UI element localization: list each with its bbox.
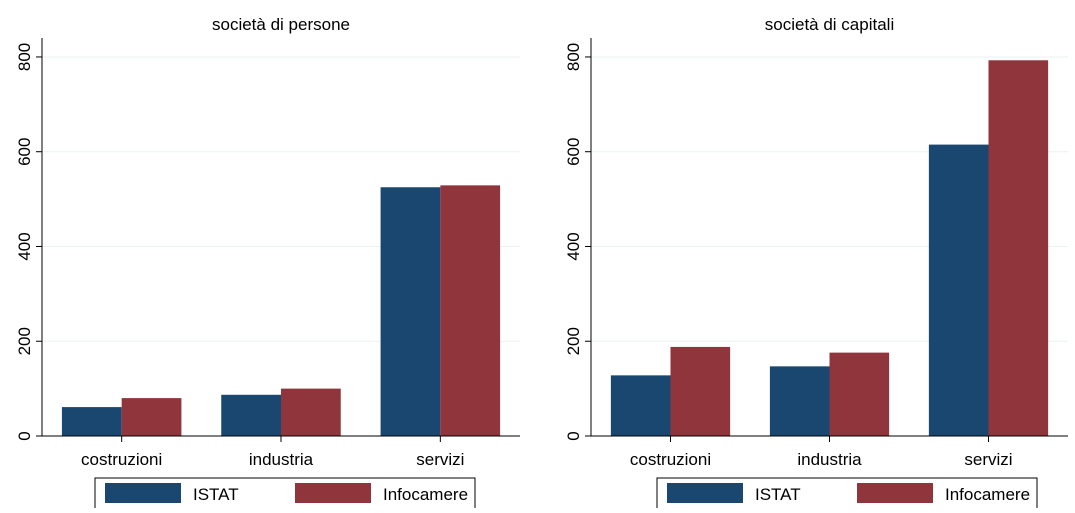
legend-label: ISTAT <box>193 485 239 504</box>
chart-title: società di persone <box>212 15 350 34</box>
x-tick-label: servizi <box>964 450 1012 469</box>
y-tick-label: 600 <box>15 138 34 166</box>
bar-istat-costruzioni <box>61 407 122 436</box>
y-tick-label: 200 <box>15 327 34 355</box>
bar-infocamere-costruzioni <box>670 346 731 436</box>
bar-infocamere-servizi <box>988 60 1049 437</box>
x-tick-label: industria <box>797 450 862 469</box>
x-tick-label: costruzioni <box>81 450 162 469</box>
y-tick-label: 200 <box>564 327 583 355</box>
x-tick-label: servizi <box>416 450 464 469</box>
y-tick-label: 800 <box>564 43 583 71</box>
legend-label: Infocamere <box>945 485 1030 504</box>
legend: ISTAT Infocamere <box>656 477 1038 513</box>
y-tick-label: 600 <box>564 138 583 166</box>
bar-infocamere-servizi <box>440 185 501 436</box>
y-tick-label: 400 <box>564 232 583 260</box>
x-tick-label: industria <box>249 450 314 469</box>
y-tick-label: 0 <box>564 431 583 440</box>
y-tick-label: 400 <box>15 232 34 260</box>
legend-swatch-infocamere <box>295 483 371 503</box>
bar-istat-costruzioni <box>610 375 671 436</box>
legend-swatch-istat <box>105 483 181 503</box>
chart-title: società di capitali <box>765 15 894 34</box>
chart-panel-2: società di capitali costruzioni industria s… <box>564 15 1068 513</box>
bar-istat-industria <box>769 366 830 436</box>
bar-istat-servizi <box>380 187 441 436</box>
bar-istat-industria <box>221 394 281 436</box>
legend: ISTAT Infocamere <box>94 477 476 513</box>
y-tick-label: 0 <box>15 431 34 440</box>
bar-infocamere-costruzioni <box>121 398 182 436</box>
x-tick-label: costruzioni <box>630 450 711 469</box>
bar-istat-servizi <box>928 144 989 436</box>
legend-swatch-infocamere <box>857 483 933 503</box>
legend-label: Infocamere <box>383 485 468 504</box>
legend-label: ISTAT <box>755 485 801 504</box>
y-tick-label: 800 <box>15 43 34 71</box>
chart-panel-1: società di persone costruzioni industria se… <box>15 15 520 513</box>
bar-infocamere-industria <box>281 388 341 436</box>
bar-infocamere-industria <box>829 352 890 436</box>
legend-swatch-istat <box>667 483 743 503</box>
